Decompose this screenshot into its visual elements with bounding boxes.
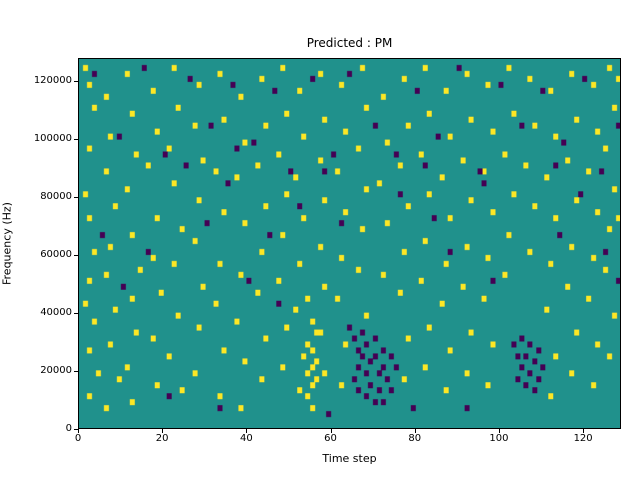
- x-axis-label: Time step: [322, 452, 377, 465]
- y-tick-mark: [74, 197, 78, 199]
- y-tick-mark: [74, 81, 78, 83]
- x-tick-label: 40: [239, 433, 253, 444]
- heatmap-canvas: [79, 59, 620, 428]
- x-tick-mark: [583, 429, 585, 433]
- y-tick-mark: [74, 139, 78, 141]
- y-tick-mark: [74, 255, 78, 257]
- y-tick-label: 100000: [33, 133, 72, 145]
- x-tick-mark: [414, 429, 416, 433]
- y-tick-label: 80000: [40, 191, 72, 203]
- x-tick-label: 80: [408, 433, 422, 444]
- x-tick-label: 120: [573, 433, 593, 444]
- x-tick-mark: [162, 429, 164, 433]
- y-tick-label: 0: [65, 423, 72, 434]
- y-tick-label: 120000: [33, 75, 72, 87]
- x-tick-mark: [246, 429, 248, 433]
- y-tick-label: 20000: [40, 365, 72, 377]
- x-tick-mark: [78, 429, 79, 433]
- y-tick-label: 60000: [40, 249, 72, 261]
- y-tick-mark: [74, 371, 78, 373]
- x-tick-label: 100: [489, 433, 509, 444]
- y-tick-mark: [74, 313, 78, 315]
- plot-area: [78, 58, 621, 429]
- y-tick-mark: [74, 429, 78, 430]
- x-tick-mark: [498, 429, 500, 433]
- x-tick-label: 60: [324, 433, 337, 444]
- x-tick-label: 20: [155, 433, 169, 444]
- x-tick-label: 0: [74, 433, 82, 444]
- y-axis-label: Frequency (Hz): [0, 202, 14, 285]
- y-tick-label: 40000: [40, 307, 72, 319]
- x-tick-mark: [330, 429, 332, 433]
- chart-title: Predicted : PM: [306, 36, 393, 50]
